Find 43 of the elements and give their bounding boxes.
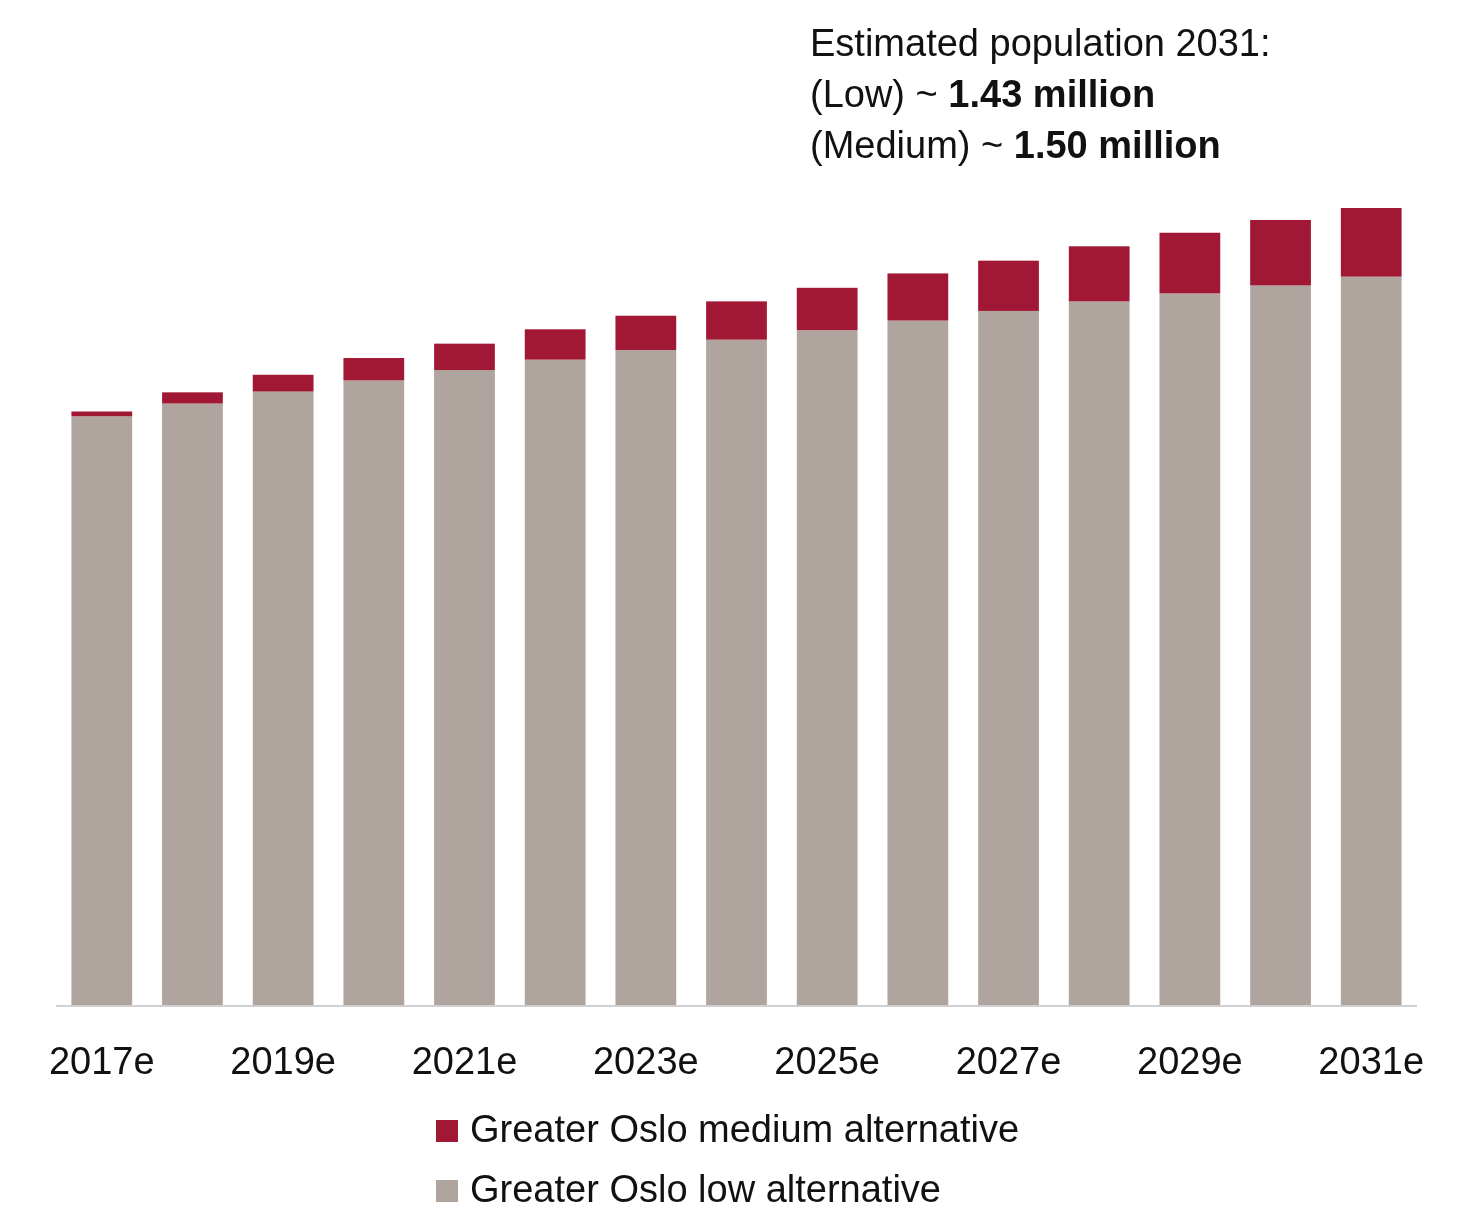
text: (Low) ~ 1.43 million <box>810 73 1156 115</box>
bar <box>252 374 314 392</box>
x-tick-label: 2021e <box>411 1040 518 1082</box>
bar <box>615 350 677 1006</box>
bar <box>796 330 858 1006</box>
bar <box>434 369 495 1006</box>
bar <box>887 273 949 321</box>
bar <box>978 310 1039 1006</box>
bar <box>1068 301 1130 1006</box>
bar <box>796 287 858 331</box>
bar <box>1340 276 1402 1006</box>
bar <box>434 343 495 370</box>
bar <box>162 403 223 1006</box>
bar <box>1159 232 1221 294</box>
x-tick-label: 2025e <box>774 1040 881 1082</box>
bar <box>887 320 949 1006</box>
x-tick-label: 2029e <box>1137 1040 1243 1082</box>
bar <box>706 301 767 340</box>
x-tick-label: 2019e <box>230 1040 336 1082</box>
bar <box>1340 208 1402 277</box>
legend-label: Greater Oslo low alternative <box>470 1168 941 1210</box>
x-tick-label: 2023e <box>592 1040 699 1082</box>
text: Estimated population 2031: <box>810 22 1271 64</box>
bar <box>1250 219 1311 286</box>
bar <box>71 416 133 1006</box>
bar <box>524 329 586 360</box>
bar <box>1068 246 1130 302</box>
bar <box>706 339 767 1006</box>
x-tick-label: 2017e <box>48 1040 155 1082</box>
bar <box>524 359 586 1006</box>
bar <box>1250 285 1311 1006</box>
x-tick-label: 2027e <box>955 1040 1062 1082</box>
bar <box>252 391 314 1006</box>
legend-label: Greater Oslo medium alternative <box>470 1108 1020 1150</box>
x-tick-label: 2031e <box>1318 1040 1425 1082</box>
bar <box>162 392 223 404</box>
bar <box>1159 293 1221 1006</box>
bar <box>978 260 1039 311</box>
text: (Medium) ~ 1.50 million <box>810 124 1221 166</box>
bar <box>615 315 677 351</box>
bar <box>71 411 133 417</box>
bar <box>343 380 405 1006</box>
bar <box>343 358 405 381</box>
